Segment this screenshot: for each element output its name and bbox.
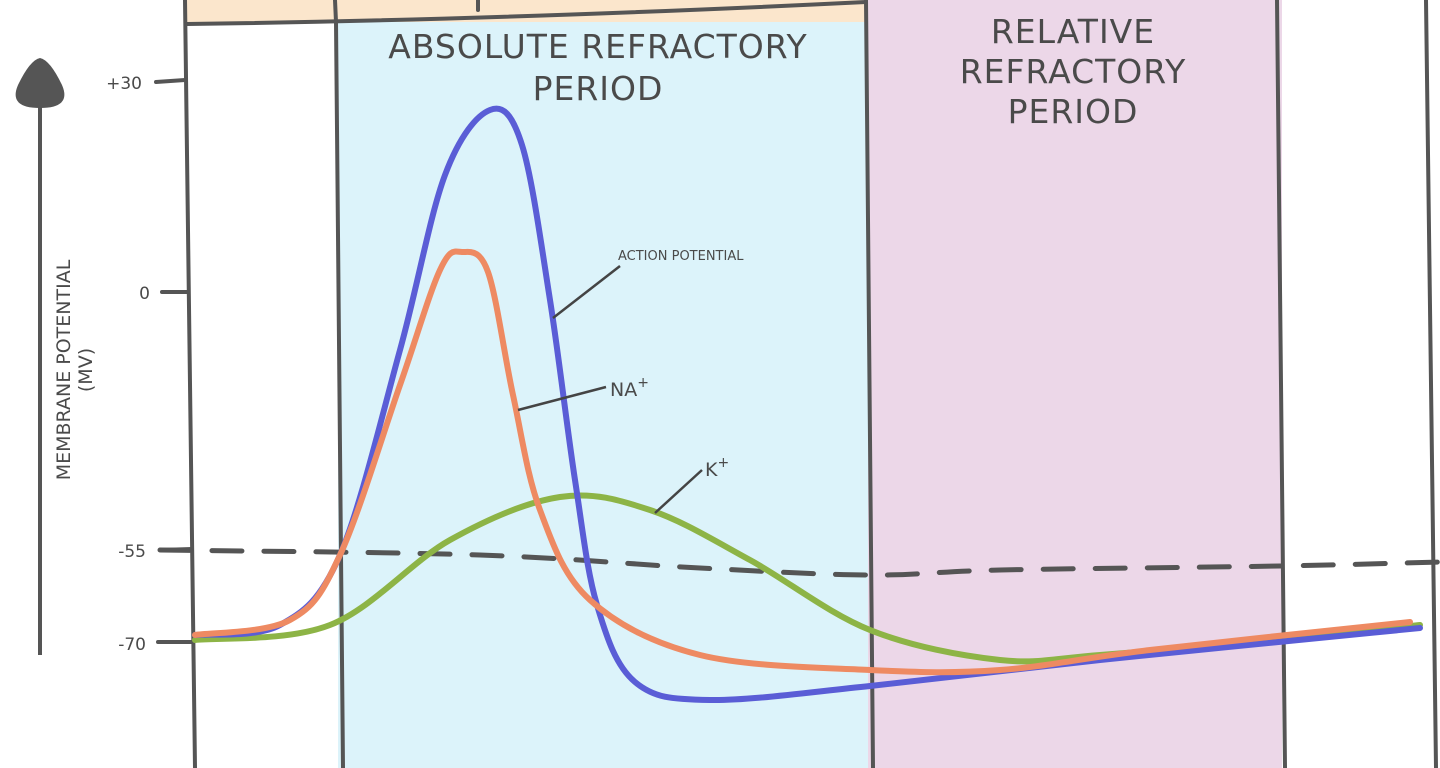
absolute-right-border [864, 0, 875, 768]
y-axis-unit: (MV) [75, 348, 97, 392]
tick-label-plus30: +30 [106, 74, 142, 94]
tick-mark [154, 78, 187, 84]
action-potential-label: ACTION POTENTIAL [618, 249, 744, 264]
relative-refractory-title: RELATIVE [991, 12, 1155, 51]
potassium-leader-line [654, 469, 703, 514]
absolute-refractory-region [338, 22, 868, 768]
y-axis-label: MEMBRANE POTENTIAL [53, 259, 75, 480]
absolute-refractory-title-line2: PERIOD [533, 69, 664, 108]
relative-refractory-title-line3: PERIOD [1008, 92, 1139, 131]
absolute-left-border [334, 20, 345, 768]
plot-y-axis-line [183, 0, 197, 768]
header-bottom-line [185, 0, 868, 26]
y-axis-arrowhead-icon [15, 58, 65, 108]
relative-refractory-title-line2: REFRACTORY [960, 52, 1187, 91]
tick-label-0: 0 [139, 284, 150, 304]
sodium-label-sup: + [637, 375, 649, 391]
sodium-label: NA+ [610, 375, 649, 401]
threshold-dashed-line [157, 547, 1440, 578]
tick-label-minus70: -70 [118, 635, 146, 655]
header-band [187, 0, 867, 22]
action-potential-curve [192, 105, 1423, 704]
sodium-label-text: NA [610, 379, 637, 401]
action-potential-leader-line [552, 265, 621, 319]
relative-refractory-region [868, 0, 1282, 768]
sodium-curve [192, 248, 1413, 676]
absolute-refractory-title: ABSOLUTE REFRACTORY [388, 27, 807, 66]
header-divider [333, 0, 338, 24]
potassium-label: K+ [705, 455, 729, 481]
potassium-label-text: K [705, 459, 718, 481]
tick-label-minus55: -55 [118, 542, 146, 562]
relative-right-border [1275, 0, 1287, 768]
far-right-border [1424, 0, 1438, 768]
sodium-leader-line [517, 385, 607, 412]
potassium-label-sup: + [717, 455, 729, 471]
